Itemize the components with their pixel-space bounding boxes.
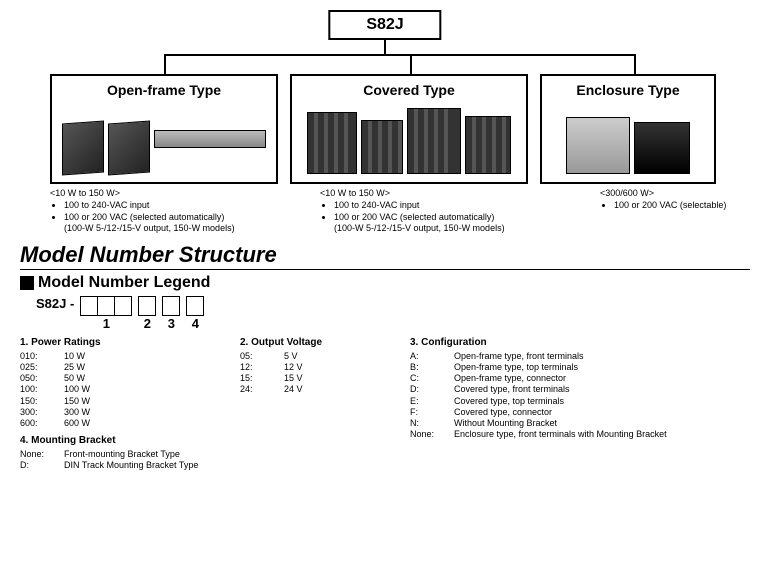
legend-item: 15:15 V [240,373,400,384]
type-title: Covered Type [296,82,522,98]
legend-item: 600:600 W [20,418,230,429]
spec-list: 100 to 240-VAC input100 or 200 VAC (sele… [320,200,558,234]
legend-group: 010:10 W025:25 W050:50 W100:100 W150:150… [20,351,230,430]
type-spec: <10 W to 150 W> 100 to 240-VAC input100 … [50,188,278,234]
legend-item: 010:10 W [20,351,230,362]
legend-item: N:Without Mounting Bracket [410,418,750,429]
legend-item: 12:12 V [240,362,400,373]
legend-group: None:Front-mounting Bracket TypeD:DIN Tr… [20,449,230,472]
legend-item: D:Covered type, front terminals [410,384,750,395]
legend-item: 05:5 V [240,351,400,362]
spec-item: 100 to 240-VAC input [334,200,558,211]
legend-group-heading: 4. Mounting Bracket [20,435,230,448]
legend-item: A:Open-frame type, front terminals [410,351,750,362]
legend-item: 300:300 W [20,407,230,418]
product-image [546,104,710,174]
legend-item: 24:24 V [240,384,400,395]
spec-item: 100 or 200 VAC (selectable) [614,200,770,211]
product-tree: S82J [20,10,750,74]
model-slots: 1234 [80,296,210,331]
legend-item: 100:100 W [20,384,230,395]
type-boxes-row: Open-frame Type Covered Type Enclosure T… [50,74,750,184]
type-box-enclosure: Enclosure Type [540,74,716,184]
legend-item: F:Covered type, connector [410,407,750,418]
legend-item: D:DIN Track Mounting Bracket Type [20,460,230,471]
spec-item: 100 to 240-VAC input [64,200,278,211]
legend-item: C:Open-frame type, connector [410,373,750,384]
type-spec: <300/600 W> 100 or 200 VAC (selectable) [600,188,770,234]
legend-item: E:Covered type, top terminals [410,396,750,407]
legend-item: None:Front-mounting Bracket Type [20,449,230,460]
type-title: Enclosure Type [546,82,710,98]
model-slot: 1 [80,296,132,331]
product-image [296,104,522,174]
root-node: S82J [328,10,441,40]
product-image [56,104,272,174]
legend-group-heading: 2. Output Voltage [240,337,400,350]
model-code: S82J - 1234 [36,296,750,331]
legend-item: 150:150 W [20,396,230,407]
spec-item: 100 or 200 VAC (selected automatically) … [334,212,558,235]
legend-item: B:Open-frame type, top terminals [410,362,750,373]
model-slot: 4 [186,296,204,331]
legend-group-heading: 3. Configuration [410,337,750,350]
legend-group: 05:5 V12:12 V15:15 V24:24 V [240,351,400,396]
type-box-open-frame: Open-frame Type [50,74,278,184]
model-slot: 3 [162,296,180,331]
model-prefix: S82J - [36,296,74,311]
spec-item: 100 or 200 VAC (selected automatically) … [64,212,278,235]
legend-item: 050:50 W [20,373,230,384]
legend-group-heading: 1. Power Ratings [20,337,230,350]
type-specs-row: <10 W to 150 W> 100 to 240-VAC input100 … [20,184,750,234]
legend-heading: Model Number Legend [20,274,750,292]
model-slot: 2 [138,296,156,331]
type-box-covered: Covered Type [290,74,528,184]
section-heading: Model Number Structure [20,242,750,270]
type-spec: <10 W to 150 W> 100 to 240-VAC input100 … [320,188,558,234]
spec-list: 100 to 240-VAC input100 or 200 VAC (sele… [50,200,278,234]
spec-list: 100 or 200 VAC (selectable) [600,200,770,211]
legend-item: 025:25 W [20,362,230,373]
type-title: Open-frame Type [56,82,272,98]
legend-group: A:Open-frame type, front terminalsB:Open… [410,351,750,441]
legend-columns: 1. Power Ratings 010:10 W025:25 W050:50 … [20,337,750,471]
legend-item: None:Enclosure type, front terminals wit… [410,429,750,440]
